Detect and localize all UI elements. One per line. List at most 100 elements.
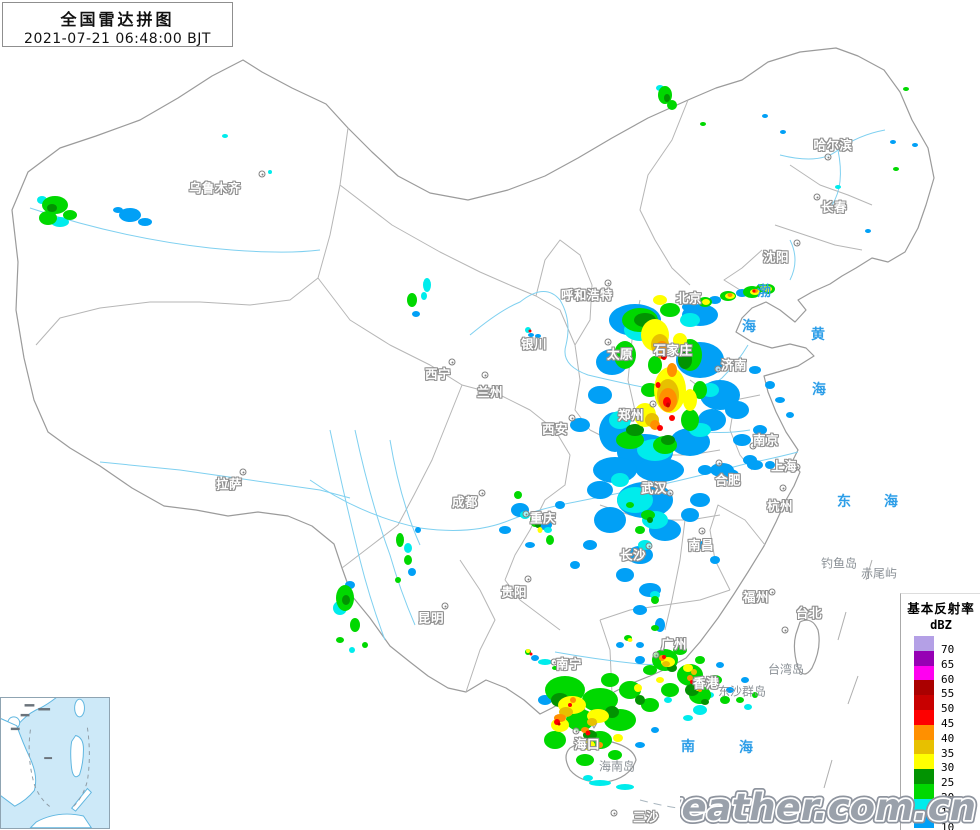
radar-echo-cell — [667, 100, 677, 110]
radar-echo-cell — [683, 715, 693, 721]
radar-echo-cell — [415, 527, 421, 533]
radar-echo-cell — [673, 645, 687, 655]
legend-row: 30 — [914, 754, 954, 774]
legend-row: 50 — [914, 695, 954, 715]
radar-echo-cell — [786, 412, 794, 418]
radar-echo-cell — [753, 425, 767, 435]
radar-echo-cell — [395, 577, 401, 583]
legend-swatch — [914, 709, 934, 725]
radar-echo-cell — [743, 455, 757, 465]
radar-echo-cell — [583, 540, 597, 550]
radar-echo-cell — [350, 618, 360, 632]
radar-echo-cell — [744, 704, 752, 710]
inset-borneo — [29, 813, 93, 828]
radar-echo-cell — [616, 784, 634, 790]
legend-swatch — [914, 695, 934, 710]
radar-echo-cell — [552, 666, 558, 670]
radar-echo-cell — [690, 680, 694, 684]
radar-echo-cell — [544, 527, 552, 533]
legend-swatch — [914, 680, 934, 696]
radar-echo-cell — [835, 185, 841, 189]
radar-echo-cell — [638, 540, 652, 550]
radar-echo-cell — [576, 754, 594, 766]
watermark-outline: weather.com.cn — [680, 786, 976, 829]
legend-swatch — [914, 754, 934, 770]
radar-echo-cell — [138, 218, 152, 226]
radar-echo-cell — [657, 425, 663, 431]
legend-swatch — [914, 739, 934, 755]
radar-echo-cell — [528, 333, 534, 337]
radar-echo-cell — [336, 637, 344, 643]
legend-swatch — [914, 798, 934, 814]
radar-echo-cell — [726, 687, 734, 693]
radar-echo-cell — [656, 677, 664, 683]
legend-value: 50 — [941, 702, 955, 716]
legend-row: 15 — [914, 798, 954, 819]
radar-echo-cell — [653, 295, 667, 305]
radar-echo-cell — [664, 94, 670, 102]
radar-echo-cell — [557, 722, 561, 726]
radar-echo-cell — [664, 697, 672, 703]
radar-echo-cell — [39, 211, 57, 225]
radar-echo-cell — [520, 511, 530, 519]
radar-echo-cell — [775, 397, 785, 403]
radar-echo-cell — [701, 699, 709, 705]
radar-echo-cell — [412, 311, 420, 317]
radar-echo-cell — [531, 655, 539, 661]
radar-echo-cell — [865, 229, 871, 233]
radar-echo-cell — [636, 642, 644, 648]
radar-echo-cell — [499, 526, 511, 534]
radar-echo-cell — [667, 363, 677, 377]
radar-echo-cell — [693, 381, 707, 399]
legend-row: 20 — [914, 783, 954, 804]
radar-echo-cell — [407, 293, 417, 307]
province-boundaries — [35, 99, 873, 695]
radar-echo-cell — [760, 286, 768, 290]
legend-swatch — [914, 724, 934, 740]
radar-echo-cell — [698, 688, 702, 692]
inset-label-marks — [10, 704, 53, 760]
radar-echo-cell — [681, 409, 699, 431]
legend-row: 45 — [914, 709, 954, 730]
radar-echo-cell — [627, 638, 633, 642]
radar-echo-cell — [113, 207, 123, 213]
radar-echo-cell — [765, 461, 775, 469]
radar-echo-cell — [635, 526, 645, 534]
radar-echo-cell — [529, 652, 533, 656]
radar-echo-cell — [119, 208, 141, 222]
radar-echo-cell — [342, 595, 350, 605]
legend-swatches: 70 65 60 55 50 45 40 35 30 25 20 15 10 — [914, 636, 955, 830]
radar-echo-cell — [710, 556, 720, 564]
radar-echo-cell — [648, 356, 662, 374]
radar-echo-cell — [535, 522, 541, 528]
legend-value: 65 — [941, 657, 955, 671]
radar-echo-cell — [661, 355, 665, 359]
radar-echo-cell — [608, 750, 622, 760]
radar-echo-cell — [682, 303, 694, 311]
radar-echo-cell — [651, 625, 659, 631]
legend-row: 60 — [914, 665, 954, 686]
timestamp: 2021-07-21 06:48:00 BJT — [24, 31, 211, 47]
radar-echo-cell — [63, 210, 77, 220]
radar-echo-cell — [528, 329, 532, 333]
radar-echo-cell — [721, 469, 739, 481]
radar-echo-cell — [581, 740, 595, 750]
legend-row: 70 — [914, 636, 954, 656]
radar-echo-cell — [396, 533, 404, 547]
legend-swatch — [914, 769, 934, 784]
inset-palawan — [70, 787, 92, 812]
radar-echo-cell — [662, 655, 666, 659]
radar-echo-cell — [570, 697, 576, 703]
radar-echo-cell — [585, 730, 591, 736]
radar-echo-cell — [616, 568, 634, 582]
legend-row: 65 — [914, 650, 954, 671]
sea-boundary-dashes — [639, 559, 873, 814]
radar-echo-cell — [651, 727, 659, 733]
legend-value: 40 — [941, 731, 955, 745]
radar-echo-cell — [404, 543, 412, 553]
legend-value: 55 — [941, 687, 955, 701]
radar-echo-cell — [362, 642, 368, 648]
radar-echo-cell — [594, 507, 626, 533]
radar-echo-cell — [890, 140, 896, 144]
